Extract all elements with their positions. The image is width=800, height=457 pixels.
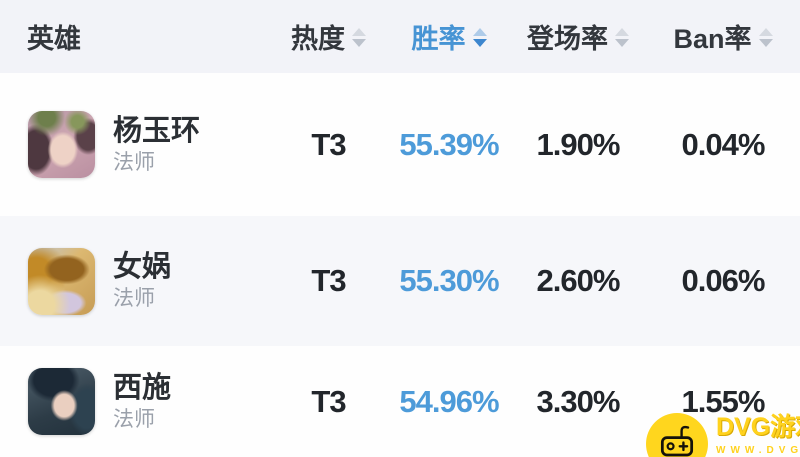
- table-row[interactable]: 杨玉环 法师 T3 55.39% 1.90% 0.04%: [0, 73, 800, 216]
- hero-role: 法师: [113, 150, 155, 174]
- hero-name: 女娲: [113, 251, 172, 283]
- column-header-hero: 英雄: [0, 17, 262, 56]
- table-row[interactable]: 西施 法师 T3 54.96% 3.30% 1.55%: [0, 346, 800, 457]
- win-rate-value: 54.96%: [399, 383, 499, 419]
- ban-rate-value: 0.06%: [681, 263, 766, 298]
- hero-role: 法师: [113, 407, 155, 431]
- sort-desc-icon: [472, 28, 487, 47]
- watermark-brand: DVG游戏网: [716, 413, 800, 441]
- column-label-banrate: Ban率: [673, 24, 752, 54]
- column-label-hero: 英雄: [27, 24, 81, 54]
- column-header-pickrate[interactable]: 登场率: [503, 17, 653, 56]
- pick-rate-value: 3.30%: [536, 383, 621, 419]
- column-label-winrate: 胜率: [411, 24, 466, 54]
- heat-tier-value: T3: [311, 126, 346, 162]
- sort-icon: [758, 28, 773, 47]
- sort-icon: [615, 28, 629, 47]
- ban-rate-value: 0.04%: [681, 126, 766, 162]
- hero-avatar: [28, 111, 95, 178]
- column-header-winrate[interactable]: 胜率: [395, 17, 503, 56]
- column-label-pickrate: 登场率: [527, 24, 608, 54]
- hero-cell: 女娲 法师: [0, 247, 262, 315]
- pick-rate-value: 2.60%: [536, 263, 621, 298]
- hero-name: 杨玉环: [113, 114, 201, 147]
- win-rate-value: 55.30%: [399, 263, 499, 298]
- watermark-url: WWW.DVG.CN: [716, 445, 800, 456]
- sort-icon: [352, 28, 366, 47]
- hero-avatar: [28, 247, 95, 315]
- hero-name: 西施: [113, 371, 172, 404]
- watermark: DVG游戏网 WWW.DVG.CN: [646, 413, 800, 457]
- ban-rate-value: 1.55%: [681, 383, 766, 419]
- heat-tier-value: T3: [311, 263, 346, 298]
- hero-role: 法师: [113, 287, 155, 310]
- heat-tier-value: T3: [311, 383, 346, 419]
- column-header-heat[interactable]: 热度: [262, 17, 395, 56]
- column-header-banrate[interactable]: Ban率: [653, 17, 793, 56]
- hero-cell: 西施 法师: [0, 368, 262, 435]
- table-row[interactable]: 女娲 法师 T3 55.30% 2.60% 0.06%: [0, 216, 800, 346]
- hero-cell: 杨玉环 法师: [0, 111, 262, 178]
- win-rate-value: 55.39%: [399, 126, 499, 162]
- pick-rate-value: 1.90%: [536, 126, 621, 162]
- game-controller-icon: [646, 413, 708, 457]
- hero-avatar: [28, 368, 95, 435]
- column-label-heat: 热度: [291, 24, 345, 54]
- table-header: 英雄 热度 胜率 登场率 Ban率: [0, 0, 800, 73]
